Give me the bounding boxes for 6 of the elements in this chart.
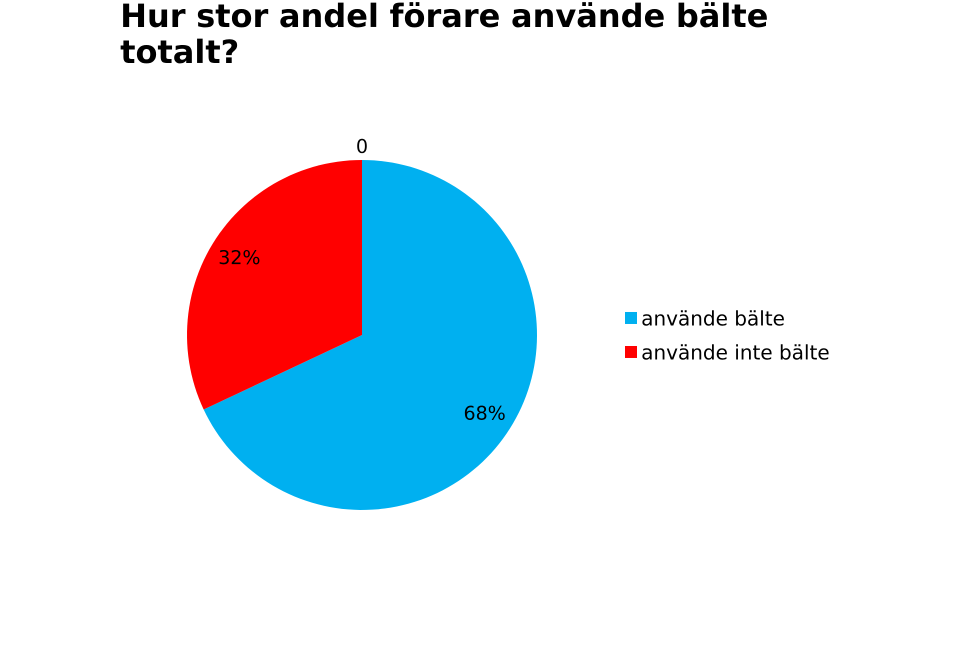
chart-title: Hur stor andel förare använde bälte totalt? xyxy=(120,2,767,64)
text: 0 xyxy=(357,138,367,154)
legend-label: använde bälte xyxy=(642,310,784,326)
data-label: 68% xyxy=(464,406,505,420)
data-label: 32% xyxy=(220,250,260,264)
legend-label: använde inte bälte xyxy=(642,344,829,360)
